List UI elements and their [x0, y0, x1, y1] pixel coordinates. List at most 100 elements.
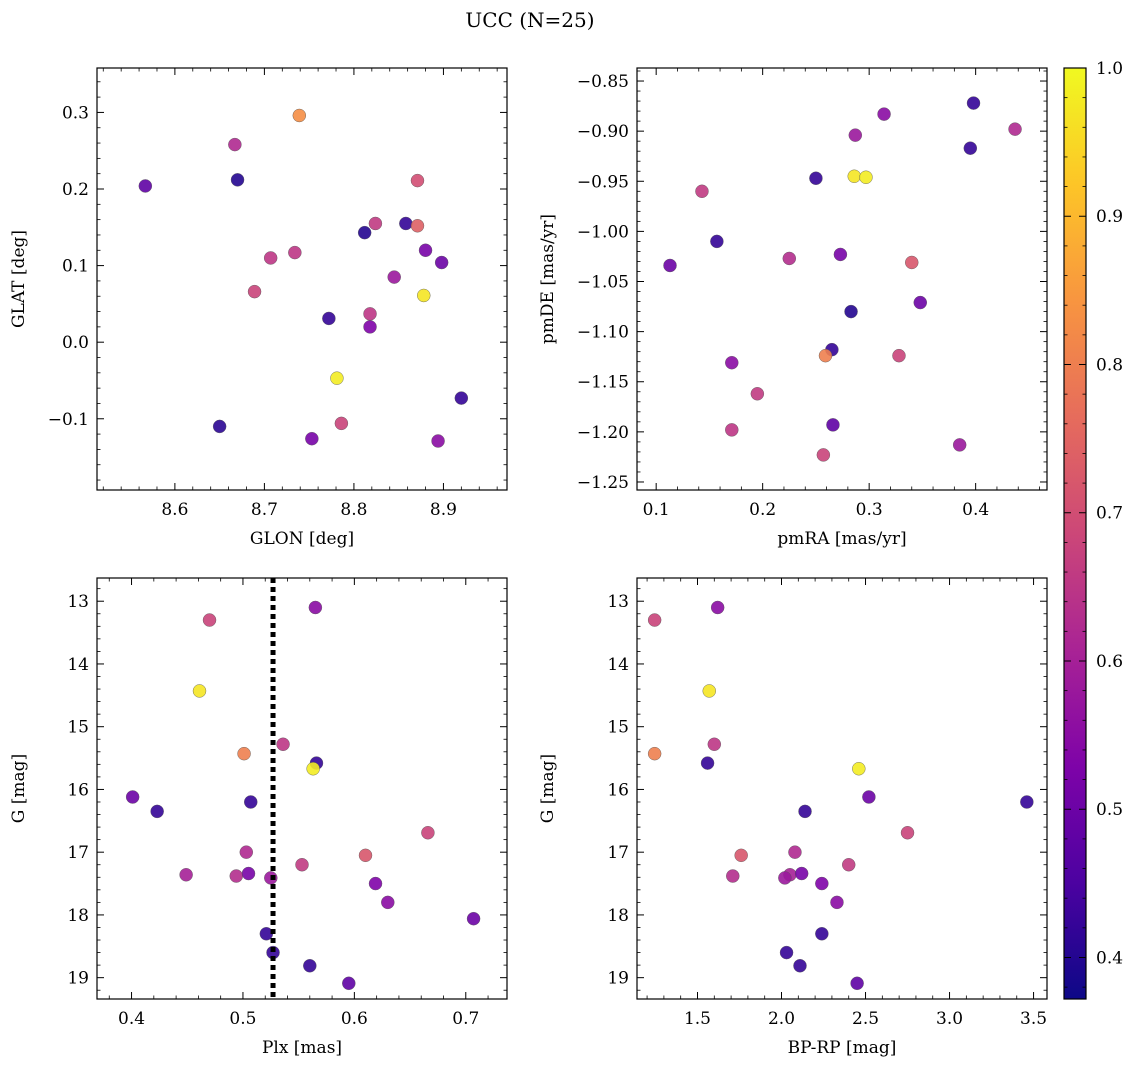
- scatter-point: [848, 128, 863, 142]
- scatter-point: [330, 371, 344, 385]
- scatter-point: [782, 251, 796, 266]
- scatter-point: [1020, 795, 1034, 809]
- axes-frame: [96, 577, 508, 1000]
- y-tick-label: −1.15: [577, 373, 629, 393]
- scatter-point: [862, 790, 876, 804]
- scatter-point: [308, 600, 323, 615]
- x-tick-label: 0.2: [749, 500, 776, 520]
- y-tick-label: 18: [67, 906, 89, 926]
- scatter-point: [793, 959, 807, 973]
- scatter-point: [421, 826, 435, 840]
- x-tick-label: 3.5: [1020, 1009, 1047, 1029]
- panel-4: 1.5 2.0 2.5 3.0 3.5 13 14 15 16 17 18 19 BP-RP [mag]…: [538, 577, 1048, 1058]
- axes-frame: [636, 577, 1048, 1000]
- x-tick-label: 2.5: [852, 1009, 879, 1029]
- colorbar-gradient: [1064, 68, 1086, 999]
- scatter-point: [852, 762, 866, 776]
- scatter-point: [237, 746, 251, 761]
- y-tick-label: 13: [67, 592, 89, 612]
- scatter-point: [138, 179, 153, 193]
- scatter-point: [710, 600, 725, 615]
- x-axis-label: BP-RP [mag]: [788, 1038, 897, 1058]
- scatter-point: [239, 845, 253, 859]
- scatter-point: [363, 320, 377, 334]
- panel-2: 0.1 0.2 0.3 0.4 −1.25 −1.20 −1.15 −1.10 −1.05 −1.…: [538, 67, 1048, 549]
- scatter-point: [844, 304, 858, 319]
- y-tick-label: 19: [607, 969, 629, 989]
- colorbar-tick-label: 1.0: [1096, 59, 1123, 79]
- scatter-point: [905, 255, 919, 270]
- scatter-point: [826, 418, 840, 432]
- scatter-point: [241, 866, 256, 881]
- scatter-point: [247, 284, 262, 299]
- scatter-point: [431, 434, 445, 448]
- y-tick-label: 15: [607, 718, 629, 738]
- scatter-point: [276, 737, 290, 751]
- scatter-point: [734, 848, 748, 863]
- x-axis-label: pmRA [mas/yr]: [777, 529, 906, 549]
- scatter-point: [900, 826, 915, 840]
- x-tick-label: 8.8: [340, 500, 367, 520]
- scatter-point: [798, 804, 812, 819]
- colorbar: 0.4 0.5 0.6 0.7 0.8 0.9 1.0: [1063, 59, 1123, 1000]
- panel-3: 0.4 0.5 0.6 0.7 13 14 15 16 17 18 19 Plx [mas] G [ma…: [9, 577, 508, 1058]
- x-tick-label: 8.7: [251, 500, 278, 520]
- scatter-point: [815, 927, 829, 941]
- y-tick-label: −1.20: [577, 423, 629, 443]
- y-tick-label: 16: [67, 780, 89, 800]
- scatter-point: [815, 876, 829, 891]
- y-tick-label: 0.1: [62, 257, 89, 277]
- scatter-point: [750, 387, 765, 401]
- scatter-point: [779, 945, 794, 960]
- scatter-point: [410, 173, 425, 188]
- colorbar-tick-label: 0.9: [1096, 207, 1123, 227]
- panel-1: 8.6 8.7 8.8 8.9 −0.1 0.0 0.1 0.2 0.3 GLON [deg] GL…: [9, 67, 508, 549]
- scatter-point: [952, 438, 967, 452]
- colorbar-tick-label: 0.4: [1096, 948, 1123, 968]
- scatter-point: [306, 762, 320, 776]
- y-axis-label: G [mag]: [9, 754, 29, 823]
- scatter-points: [663, 96, 1022, 462]
- scatter-points: [647, 600, 1034, 991]
- colorbar-tick-label: 0.7: [1096, 504, 1123, 524]
- y-tick-label: −0.95: [577, 172, 629, 192]
- y-tick-label: 16: [607, 780, 629, 800]
- x-tick-label: 0.1: [643, 500, 670, 520]
- scatter-point: [833, 247, 848, 262]
- scatter-point: [434, 255, 449, 270]
- scatter-point: [847, 169, 861, 183]
- scatter-point: [368, 216, 383, 231]
- scatter-point: [700, 756, 715, 770]
- x-tick-label: 0.3: [856, 500, 883, 520]
- scatter-point: [179, 868, 193, 882]
- x-tick-label: 0.4: [962, 500, 989, 520]
- y-tick-label: −1.00: [577, 222, 629, 242]
- colorbar-tick-label: 0.8: [1096, 355, 1123, 375]
- scatter-point: [229, 869, 243, 883]
- scatter-point: [818, 348, 833, 363]
- scatter-point: [295, 858, 309, 872]
- y-tick-label: 0.0: [62, 333, 89, 353]
- scatter-point: [892, 348, 906, 363]
- scatter-point: [794, 866, 809, 881]
- x-axis-label: GLON [deg]: [250, 529, 354, 549]
- scatter-point: [244, 795, 258, 809]
- scatter-point: [725, 423, 739, 437]
- x-tick-label: 2.0: [768, 1009, 795, 1029]
- scatter-points: [125, 600, 481, 991]
- colorbar-tick-label: 0.5: [1096, 800, 1123, 820]
- x-tick-label: 8.6: [161, 500, 188, 520]
- scatter-point: [410, 219, 425, 233]
- x-tick-label: 0.4: [118, 1009, 145, 1029]
- scatter-point: [263, 251, 278, 265]
- scatter-point: [725, 356, 739, 370]
- scatter-point: [726, 869, 740, 883]
- y-axis-label: GLAT [deg]: [9, 230, 29, 328]
- y-tick-label: −0.1: [48, 410, 89, 430]
- scatter-point: [292, 108, 307, 123]
- scatter-point: [125, 790, 140, 804]
- x-tick-label: 0.5: [229, 1009, 256, 1029]
- y-tick-label: −0.85: [577, 72, 629, 92]
- scatter-point: [647, 613, 662, 627]
